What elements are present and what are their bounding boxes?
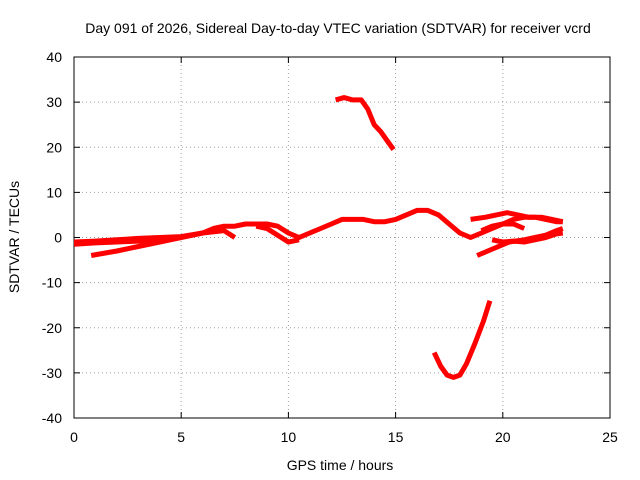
y-tick-label: 0 xyxy=(54,230,62,246)
series-layer xyxy=(73,95,564,380)
series-line-arc-7 xyxy=(470,210,564,225)
y-tick-label: -30 xyxy=(42,365,62,381)
y-tick-label: 20 xyxy=(46,139,62,155)
x-tick-label: 5 xyxy=(177,429,185,445)
grid-layer xyxy=(74,57,610,418)
series-line-arc-6 xyxy=(431,299,493,380)
x-tick-label: 25 xyxy=(602,429,618,445)
y-tick-label: -10 xyxy=(42,275,62,291)
x-axis-label: GPS time / hours xyxy=(287,457,394,473)
series-line-arc-3 xyxy=(90,228,237,258)
x-tick-label: 0 xyxy=(70,429,78,445)
x-tick-label: 15 xyxy=(388,429,404,445)
y-tick-label: 30 xyxy=(46,94,62,110)
series-line-arc-5 xyxy=(334,95,396,151)
y-tick-label: -20 xyxy=(42,320,62,336)
y-tick-label: 40 xyxy=(46,49,62,65)
y-axis-label: SDTVAR / TECUs xyxy=(6,181,22,293)
y-tick-label: -40 xyxy=(42,410,62,426)
chart-title: Day 091 of 2026, Sidereal Day-to-day VTE… xyxy=(85,20,591,36)
x-tick-label: 10 xyxy=(281,429,297,445)
series-line-arc-4 xyxy=(255,223,300,245)
series-line-arc-10 xyxy=(480,221,526,234)
y-tick-label: 10 xyxy=(46,184,62,200)
x-tick-label: 20 xyxy=(495,429,511,445)
tick-layer: 0 5 10 15 20 25 -40 -30 -20 -10 0 10 20 30 40 xyxy=(42,49,618,445)
series-line-arc-9 xyxy=(476,226,564,258)
